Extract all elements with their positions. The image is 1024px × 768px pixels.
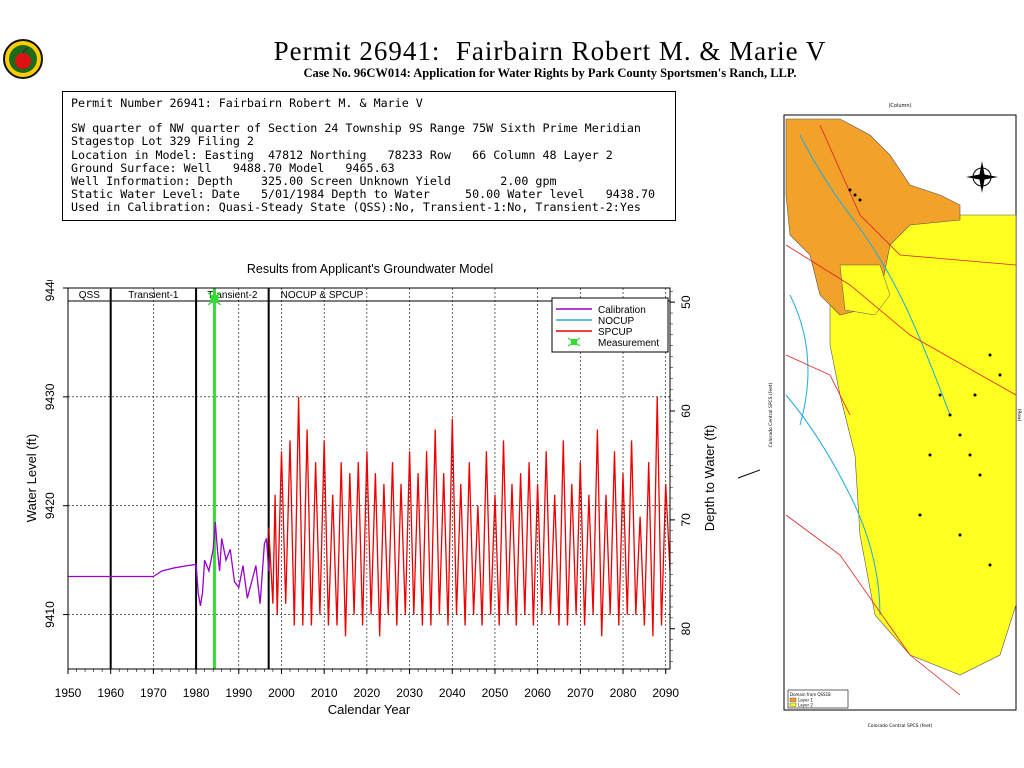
series-calibration-line xyxy=(68,521,270,607)
x-tick-label: 2060 xyxy=(524,686,551,700)
well-markers xyxy=(848,188,1002,567)
x-tick-label: 2040 xyxy=(439,686,466,700)
chart-title: Results from Applicant's Groundwater Mod… xyxy=(246,262,494,276)
y2-tick-label: 60 xyxy=(679,404,693,418)
legend-label: Calibration xyxy=(598,305,646,316)
map-axis-left: Colorado Central SPCS (feet) xyxy=(768,382,774,447)
map-legend: Domain from QSS18 Layer 1 Layer 2 xyxy=(787,689,849,709)
measurement-marker xyxy=(207,292,221,306)
model-domain-map: (Column) Colorado Central SPCS (feet) Co… xyxy=(760,95,1022,735)
series-lines xyxy=(68,288,671,669)
map-legend-item: Layer 1 xyxy=(798,698,813,703)
plot-frame xyxy=(67,287,671,670)
north-arrow-icon xyxy=(966,161,998,193)
page-subtitle: Case No. 96CW014: Application for Water … xyxy=(303,66,797,80)
info-line: Permit Number 26941: Fairbairn Robert M.… xyxy=(71,96,423,110)
apple-logo-icon xyxy=(3,39,43,79)
x-tick-label: 2010 xyxy=(311,686,338,700)
period-label: Transient-1 xyxy=(128,290,179,301)
y-tick-label: 9440 xyxy=(43,280,57,301)
x-tick-label: 2030 xyxy=(396,686,423,700)
y-tick-label: 9430 xyxy=(43,383,57,410)
x-tick-label: 2000 xyxy=(268,686,295,700)
x-tick-label: 1960 xyxy=(97,686,124,700)
measurement-cross xyxy=(207,292,221,306)
y-tick-label: 9420 xyxy=(43,492,57,519)
info-line: SW quarter of NW quarter of Section 24 T… xyxy=(71,121,641,136)
page-title: Permit 26941: Fairbairn Robert M. & Mari… xyxy=(273,36,827,66)
legend-label: SPCUP xyxy=(598,327,633,338)
x-tick-label: 2090 xyxy=(652,686,679,700)
water-level-chart: QSS Transient-1 Transient-2 NOCUP & SPCUP 1… xyxy=(24,280,717,717)
x-tick-label: 2070 xyxy=(567,686,594,700)
legend-label: Measurement xyxy=(598,338,659,349)
info-line: Used in Calibration: Quasi-Steady State … xyxy=(71,200,641,215)
legend-label: NOCUP xyxy=(598,316,634,327)
map-title-top: (Column) xyxy=(888,103,911,109)
x-tick-label: 2050 xyxy=(482,686,509,700)
period-label: Transient-2 xyxy=(207,290,258,301)
road-line xyxy=(785,244,1017,396)
map-axis-bottom: Colorado Central SPCS (feet) xyxy=(868,723,933,729)
y2-axis-label: Depth to Water (ft) xyxy=(702,425,717,531)
period-label: NOCUP & SPCUP xyxy=(281,290,364,301)
info-line: Well Information: Depth 325.00 Screen Un… xyxy=(71,174,557,189)
river-line xyxy=(799,134,951,416)
permit-info-box: Permit Number 26941: Fairbairn Robert M.… xyxy=(62,91,676,221)
x-axis-label: Calendar Year xyxy=(328,702,411,717)
legend-marker-cross xyxy=(567,337,581,347)
map-legend-title: Domain from QSS18 xyxy=(790,692,831,697)
layer1-region xyxy=(785,118,961,316)
y-axis-label: Water Level (ft) xyxy=(24,434,39,522)
info-line: Location in Model: Easting 47812 Northin… xyxy=(71,147,613,162)
info-line: Static Water Level: Date 5/01/1984 Depth… xyxy=(71,187,656,202)
y2-tick-label: 80 xyxy=(679,622,693,636)
map-legend-item: Layer 2 xyxy=(798,703,813,708)
x-tick-label: 2080 xyxy=(610,686,637,700)
info-line: Ground Surface: Well 9488.70 Model 9465.… xyxy=(71,160,395,175)
map-axis-right: (Row) xyxy=(1016,409,1022,422)
x-tick-label: 1950 xyxy=(55,686,82,700)
y2-tick-label: 50 xyxy=(679,295,693,309)
info-line: Stagestop Lot 329 Filing 2 xyxy=(71,134,254,149)
period-label: QSS xyxy=(79,290,100,301)
series-spcup-line xyxy=(268,396,671,637)
period-bands: QSS Transient-1 Transient-2 NOCUP & SPCUP xyxy=(68,288,670,669)
chart-axes: 1950 1960 1970 1980 1990 2000 2010 2020 2030 2040… xyxy=(43,280,693,700)
layer2-region xyxy=(829,214,1017,676)
y2-tick-label: 70 xyxy=(679,513,693,527)
y-tick-label: 9410 xyxy=(43,601,57,628)
x-tick-label: 1980 xyxy=(183,686,210,700)
x-tick-label: 1970 xyxy=(140,686,167,700)
x-tick-label: 1990 xyxy=(225,686,252,700)
x-tick-label: 2020 xyxy=(354,686,381,700)
